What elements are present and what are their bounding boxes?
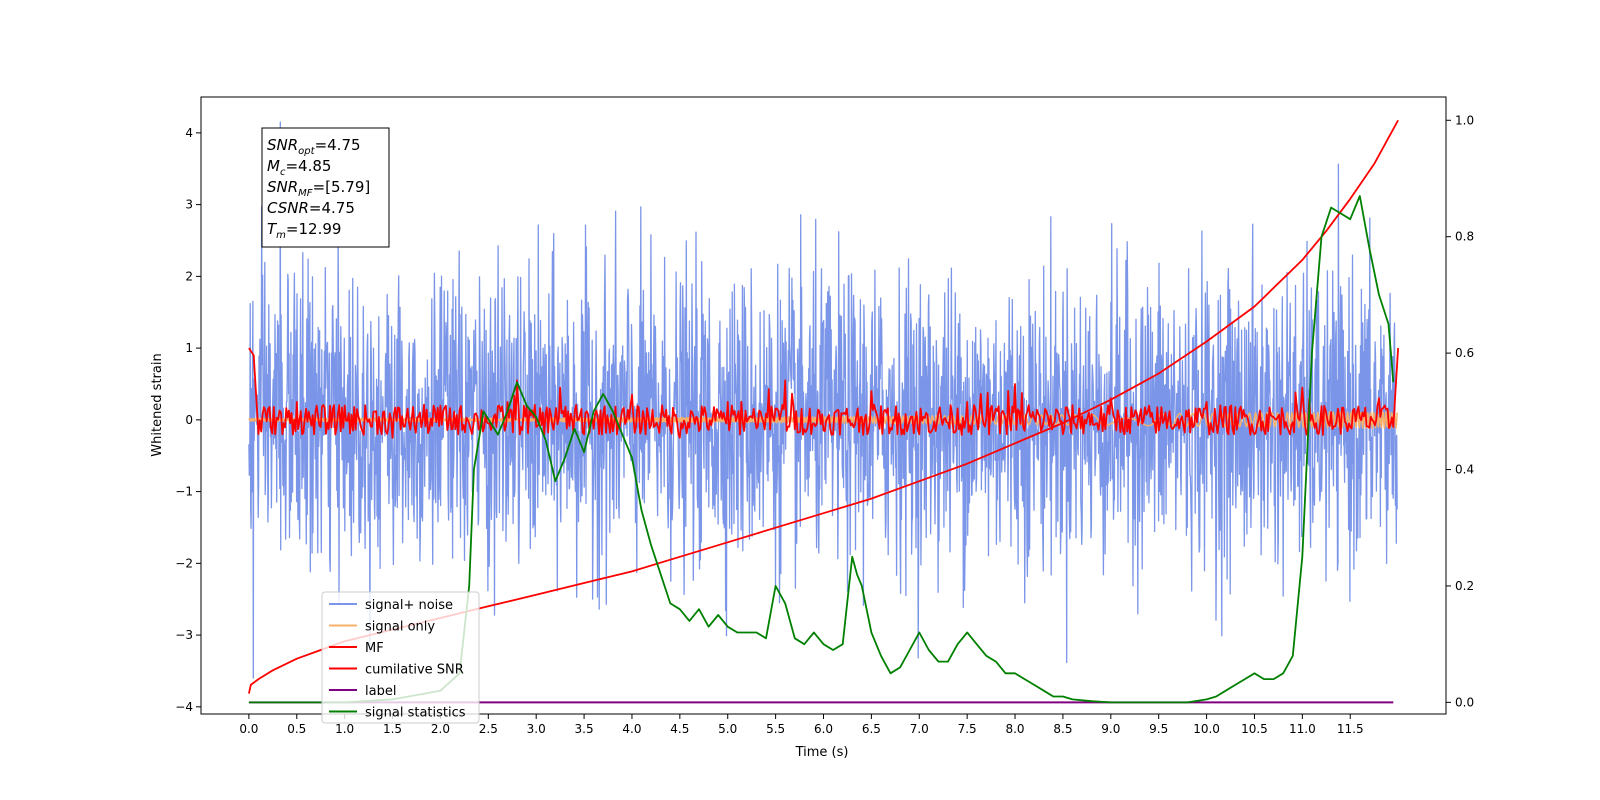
annotation-line: SNRMF=[5.79] <box>267 178 370 199</box>
x-tick-label: 5.5 <box>766 722 785 736</box>
y-tick-label: −3 <box>175 628 193 642</box>
x-tick-label: 1.0 <box>335 722 354 736</box>
legend-label: signal statistics <box>365 706 466 721</box>
y-tick-label: −2 <box>175 556 193 570</box>
y-tick-label: 2 <box>185 269 193 283</box>
x-tick-label: 0.0 <box>239 722 258 736</box>
y-tick-label: 0 <box>185 413 193 427</box>
x-tick-label: 0.5 <box>287 722 306 736</box>
y-tick-label: 4 <box>185 126 193 140</box>
y2-tick-label: 1.0 <box>1455 113 1474 127</box>
x-tick-label: 7.0 <box>910 722 929 736</box>
y2-tick-label: 0.6 <box>1455 346 1474 360</box>
x-tick-label: 2.0 <box>431 722 450 736</box>
series-mf <box>248 347 1399 439</box>
x-tick-label: 5.0 <box>718 722 737 736</box>
x-tick-label: 11.5 <box>1337 722 1364 736</box>
series-signal-statistics <box>248 195 1395 704</box>
y-tick-label: 1 <box>185 341 193 355</box>
y2-tick-label: 0.0 <box>1455 695 1474 709</box>
annotation-line: Mc=4.85 <box>267 157 331 178</box>
x-tick-label: 6.0 <box>814 722 833 736</box>
signal-statistics-line <box>248 195 1395 704</box>
legend-item-cumilative-snr: cumilative SNR <box>329 663 464 678</box>
legend-item-label: label <box>329 684 396 699</box>
x-tick-label: 9.0 <box>1101 722 1120 736</box>
x-tick-label: 10.0 <box>1193 722 1220 736</box>
x-tick-label: 4.5 <box>670 722 689 736</box>
x-tick-label: 2.5 <box>479 722 498 736</box>
y2-tick-label: 0.4 <box>1455 463 1474 477</box>
annotation-line: CSNR=4.75 <box>267 199 355 217</box>
cumilative-snr-line <box>248 119 1399 694</box>
x-tick-label: 4.0 <box>622 722 641 736</box>
x-axis: 0.0 0.5 1.0 1.5 2.0 2.5 3.0 3.5 4.0 4.5 5.0 5.5 6.0 6… <box>239 714 1364 736</box>
x-tick-label: 9.5 <box>1149 722 1168 736</box>
legend-label: label <box>365 684 396 699</box>
x-tick-label: 3.0 <box>527 722 546 736</box>
y2-tick-label: 0.8 <box>1455 230 1474 244</box>
x-tick-label: 11.0 <box>1289 722 1316 736</box>
legend-item-mf: MF <box>329 641 384 656</box>
series-signal-noise <box>248 121 1398 679</box>
x-tick-label: 3.5 <box>575 722 594 736</box>
annotation-line: Tm=12.99 <box>267 220 341 241</box>
y2-tick-label: 0.2 <box>1455 579 1474 593</box>
mf-line <box>248 347 1399 439</box>
legend-item-signal-statistics: signal statistics <box>329 706 466 721</box>
legend-label: cumilative SNR <box>365 663 464 678</box>
legend-item-signal-noise: signal+ noise <box>329 598 453 613</box>
y-axis-label: Whitened strain <box>150 353 165 456</box>
series-cumilative-snr <box>248 119 1399 694</box>
x-tick-label: 10.5 <box>1241 722 1268 736</box>
legend: signal+ noise signal only MF cumilative SNR… <box>321 591 480 724</box>
x-tick-label: 8.5 <box>1053 722 1072 736</box>
x-axis-label: Time (s) <box>795 745 849 760</box>
y-axis-right: 1.0 0.8 0.6 0.4 0.2 0.0 <box>1446 113 1474 709</box>
x-tick-label: 8.0 <box>1005 722 1024 736</box>
annotation-line: SNRopt=4.75 <box>267 136 361 157</box>
y-tick-label: −4 <box>175 700 193 714</box>
legend-label: MF <box>365 641 384 656</box>
x-tick-label: 1.5 <box>383 722 402 736</box>
x-tick-label: 7.5 <box>958 722 977 736</box>
legend-label: signal only <box>365 620 435 635</box>
y-axis-left: 4 3 2 1 0 −1 −2 −3 −4 <box>175 126 201 714</box>
legend-label: signal+ noise <box>365 598 453 613</box>
legend-item-signal-only: signal only <box>329 620 435 635</box>
signal-noise-line <box>248 121 1398 679</box>
y-tick-label: −1 <box>175 485 193 499</box>
series-layer <box>248 119 1399 704</box>
x-tick-label: 6.5 <box>862 722 881 736</box>
y-tick-label: 3 <box>185 198 193 212</box>
